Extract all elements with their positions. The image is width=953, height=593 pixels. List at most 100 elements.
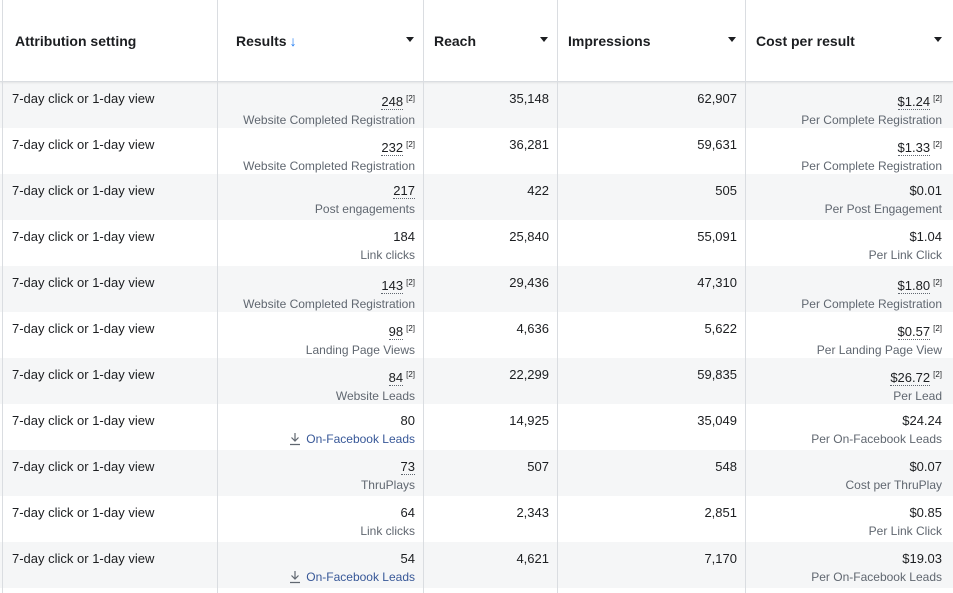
column-divider[interactable] — [745, 0, 746, 593]
results-cell: 73 ThruPlays — [218, 450, 423, 496]
footnote-marker[interactable]: [2] — [406, 140, 415, 149]
column-divider[interactable] — [217, 0, 218, 593]
attribution-value: 7-day click or 1-day view — [12, 413, 155, 428]
column-header-results[interactable]: Results ↓ — [218, 0, 423, 82]
reach-value: 422 — [527, 183, 549, 198]
results-cell: 232 [2] Website Completed Registration — [218, 128, 423, 174]
cost-cell: $0.85 Per Link Click — [746, 496, 953, 542]
reach-value: 22,299 — [509, 367, 549, 382]
table-row[interactable]: 7-day click or 1-day view 143 [2] Website C… — [0, 266, 953, 312]
impressions-value: 59,835 — [697, 367, 737, 382]
reach-value: 35,148 — [509, 91, 549, 106]
column-header-cost-per-result[interactable]: Cost per result — [746, 0, 953, 82]
reach-value: 2,343 — [516, 505, 549, 520]
footnote-marker[interactable]: [2] — [933, 94, 942, 103]
reach-value: 4,636 — [516, 321, 549, 336]
column-header-label: Reach — [434, 33, 477, 49]
reach-cell: 14,925 — [424, 404, 557, 450]
cost-value[interactable]: $1.33 — [897, 140, 931, 157]
cost-value[interactable]: $26.72 — [890, 370, 931, 387]
cost-value: $1.04 — [909, 229, 942, 244]
footnote-marker[interactable]: [2] — [406, 94, 415, 103]
attribution-value: 7-day click or 1-day view — [12, 459, 155, 474]
impressions-cell: 505 — [558, 174, 745, 220]
footnote-marker[interactable]: [2] — [933, 140, 942, 149]
impressions-value: 7,170 — [704, 551, 737, 566]
results-cell: 143 [2] Website Completed Registration — [218, 266, 423, 312]
result-type-label: Website Completed Registration — [243, 159, 415, 174]
table-row[interactable]: 7-day click or 1-day view 80 On-Facebook L… — [0, 404, 953, 450]
result-value[interactable]: 98 — [388, 324, 404, 341]
cost-type-label: Per Link Click — [868, 524, 942, 538]
table-row[interactable]: 7-day click or 1-day view 73 ThruPlays 507 5… — [0, 450, 953, 496]
cost-value[interactable]: $1.24 — [897, 94, 931, 111]
cost-value: $0.01 — [909, 183, 942, 198]
results-cell: 184 Link clicks — [218, 220, 423, 266]
cost-value: $19.03 — [902, 551, 942, 566]
column-divider[interactable] — [423, 0, 424, 593]
reach-cell: 2,343 — [424, 496, 557, 542]
footnote-marker[interactable]: [2] — [406, 278, 415, 287]
reach-cell: 36,281 — [424, 128, 557, 174]
footnote-marker[interactable]: [2] — [933, 324, 942, 333]
table-row[interactable]: 7-day click or 1-day view 217 Post engagem… — [0, 174, 953, 220]
result-value[interactable]: 248 — [381, 94, 404, 111]
cost-type-label: Per Complete Registration — [801, 159, 942, 174]
table-row[interactable]: 7-day click or 1-day view 64 Link clicks 2,… — [0, 496, 953, 542]
result-value[interactable]: 84 — [388, 370, 404, 387]
cost-cell: $0.57 [2] Per Landing Page View — [746, 312, 953, 358]
attribution-cell: 7-day click or 1-day view — [3, 128, 217, 174]
result-value[interactable]: 217 — [393, 183, 415, 199]
result-type-label[interactable]: On-Facebook Leads — [306, 570, 415, 584]
footnote-marker[interactable]: [2] — [406, 370, 415, 379]
footnote-marker[interactable]: [2] — [406, 324, 415, 333]
footnote-marker[interactable]: [2] — [933, 370, 942, 379]
results-cell: 217 Post engagements — [218, 174, 423, 220]
attribution-cell: 7-day click or 1-day view — [3, 542, 217, 588]
caret-down-icon[interactable] — [406, 37, 414, 42]
column-header-label: Results — [236, 33, 287, 49]
cost-cell: $0.01 Per Post Engagement — [746, 174, 953, 220]
table-row[interactable]: 7-day click or 1-day view 84 [2] Website Le… — [0, 358, 953, 404]
table-row[interactable]: 7-day click or 1-day view 98 [2] Landing Pa… — [0, 312, 953, 358]
impressions-value: 59,631 — [697, 137, 737, 152]
result-value[interactable]: 73 — [400, 459, 415, 475]
cost-value: $0.07 — [909, 459, 942, 474]
result-value[interactable]: 184 — [393, 229, 415, 244]
column-header-impressions[interactable]: Impressions — [558, 0, 745, 82]
download-icon[interactable] — [289, 432, 301, 446]
impressions-cell: 35,049 — [558, 404, 745, 450]
table-row[interactable]: 7-day click or 1-day view 232 [2] Website C… — [0, 128, 953, 174]
cost-value[interactable]: $1.80 — [897, 278, 931, 295]
caret-down-icon[interactable] — [540, 37, 548, 42]
arrow-down-icon[interactable]: ↓ — [289, 33, 297, 49]
caret-down-icon[interactable] — [728, 37, 736, 42]
footnote-marker[interactable]: [2] — [933, 278, 942, 287]
table-row[interactable]: 7-day click or 1-day view 248 [2] Website C… — [0, 82, 953, 128]
result-type-label: ThruPlays — [360, 478, 415, 492]
result-value[interactable]: 232 — [381, 140, 404, 157]
results-cell: 98 [2] Landing Page Views — [218, 312, 423, 358]
table-row[interactable]: 7-day click or 1-day view 54 On-Facebook L… — [0, 542, 953, 588]
impressions-cell: 5,622 — [558, 312, 745, 358]
impressions-value: 2,851 — [704, 505, 737, 520]
table-row[interactable]: 7-day click or 1-day view 184 Link clicks 2… — [0, 220, 953, 266]
download-icon[interactable] — [289, 570, 301, 584]
table-header: Attribution setting Results ↓ Reach Impr… — [0, 0, 953, 82]
column-divider[interactable] — [557, 0, 558, 593]
result-type-label[interactable]: On-Facebook Leads — [306, 432, 415, 446]
attribution-cell: 7-day click or 1-day view — [3, 82, 217, 128]
impressions-cell: 59,835 — [558, 358, 745, 404]
caret-down-icon[interactable] — [934, 37, 942, 42]
result-value[interactable]: 64 — [400, 505, 415, 520]
result-value[interactable]: 143 — [381, 278, 404, 295]
column-header-label: Cost per result — [756, 33, 855, 49]
results-cell: 80 On-Facebook Leads — [218, 404, 423, 450]
column-header-attribution[interactable]: Attribution setting — [3, 0, 217, 82]
attribution-cell: 7-day click or 1-day view — [3, 174, 217, 220]
impressions-value: 548 — [715, 459, 737, 474]
column-header-reach[interactable]: Reach — [424, 0, 557, 82]
result-value[interactable]: 80 — [400, 413, 415, 428]
cost-value[interactable]: $0.57 — [897, 324, 931, 341]
result-value[interactable]: 54 — [400, 551, 415, 566]
